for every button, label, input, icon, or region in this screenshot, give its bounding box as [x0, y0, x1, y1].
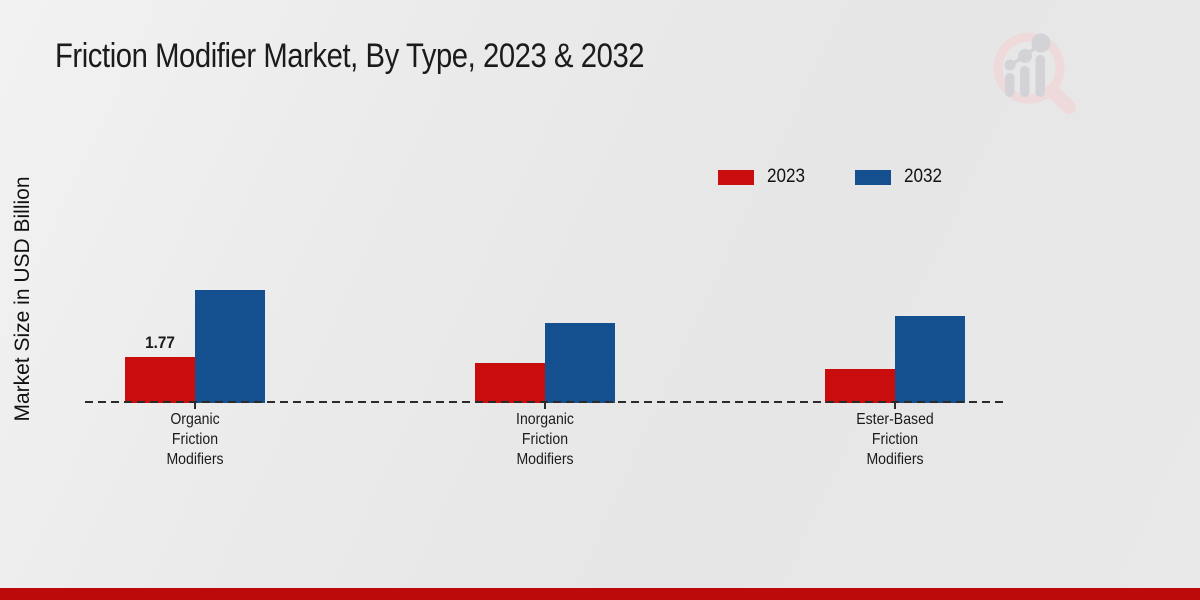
- bar-2032-organic-friction-modifiers: [195, 290, 265, 403]
- bar-2023-organic-friction-modifiers: [125, 357, 195, 403]
- axis-tick-0: [194, 403, 196, 409]
- chart-legend: 2023 2032: [718, 166, 947, 188]
- category-label-0: Organic Friction Modifiers: [166, 411, 224, 468]
- axis-tick-2: [894, 403, 896, 409]
- magnifier-bar-chart-logo-icon: [993, 32, 1076, 114]
- logo-bar-2: [1020, 66, 1030, 97]
- growth-dot-small: [1004, 59, 1016, 71]
- category-label-2: Ester-Based Friction Modifiers: [856, 411, 934, 468]
- legend-item-2032: 2032: [855, 166, 946, 188]
- legend-swatch-2023: [718, 169, 754, 185]
- legend-label-2032: 2032: [904, 166, 943, 187]
- bar-2023-inorganic-friction-modifiers: [475, 363, 545, 403]
- magnifier-handle: [1045, 84, 1076, 114]
- bar-2032-ester-based-friction-modifiers: [895, 316, 965, 403]
- legend-label-2023: 2023: [767, 166, 806, 187]
- footer-red-strip: [0, 588, 1200, 600]
- chart-title: Friction Modifier Market, By Type, 2023 …: [55, 37, 645, 75]
- axis-tick-1: [544, 403, 546, 409]
- x-axis-baseline: [85, 401, 1005, 403]
- bar-2023-ester-based-friction-modifiers: [825, 369, 895, 403]
- bar-2032-inorganic-friction-modifiers: [545, 323, 615, 403]
- legend-item-2023: 2023: [718, 166, 809, 188]
- growth-dot-medium: [1018, 49, 1032, 63]
- logo-bar-1: [1005, 73, 1015, 97]
- category-label-1: Inorganic Friction Modifiers: [516, 411, 574, 468]
- bar-value-label: 1.77: [145, 333, 175, 352]
- magnifier-ring: [993, 32, 1065, 104]
- growth-dot-large: [1031, 33, 1051, 53]
- legend-swatch-2032: [855, 169, 892, 185]
- logo-bar-3: [1035, 55, 1045, 97]
